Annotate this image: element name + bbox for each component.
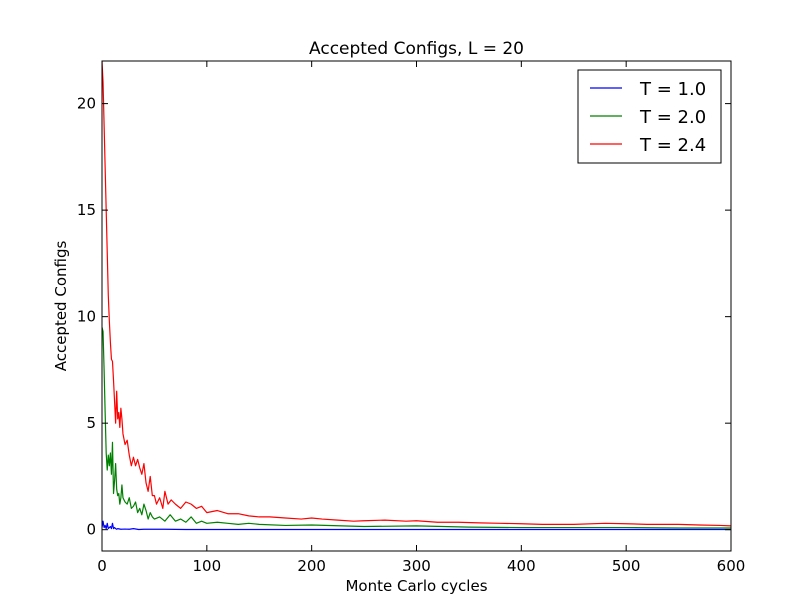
x-tick-label: 500 [612, 557, 641, 575]
series-line-2 [102, 327, 731, 529]
x-tick-label: 600 [717, 557, 746, 575]
x-tick-label: 200 [297, 557, 326, 575]
legend-label-3: T = 2.4 [639, 135, 706, 156]
x-tick-label: 300 [402, 557, 431, 575]
chart-title: Accepted Configs, L = 20 [309, 39, 524, 59]
y-tick-label: 20 [77, 95, 96, 113]
series-line-3 [102, 61, 731, 527]
x-tick-label: 400 [507, 557, 536, 575]
tick-layer: 0 100 200 300 400 500 600 0 5 10 15 20 [77, 61, 745, 575]
series-line-1 [102, 520, 731, 531]
y-axis-label: Accepted Configs [52, 241, 70, 372]
legend-label-2: T = 2.0 [639, 107, 706, 128]
y-tick-label: 5 [86, 414, 96, 432]
legend-label-1: T = 1.0 [639, 79, 706, 100]
series-layer [102, 61, 731, 531]
legend: T = 1.0 T = 2.0 T = 2.4 [577, 69, 722, 164]
y-tick-label: 0 [86, 521, 96, 539]
y-tick-label: 15 [77, 201, 96, 219]
x-tick-label: 0 [97, 557, 107, 575]
x-tick-label: 100 [193, 557, 222, 575]
y-tick-label: 10 [77, 308, 96, 326]
plot-frame [101, 60, 732, 552]
x-axis-label: Monte Carlo cycles [345, 577, 487, 595]
